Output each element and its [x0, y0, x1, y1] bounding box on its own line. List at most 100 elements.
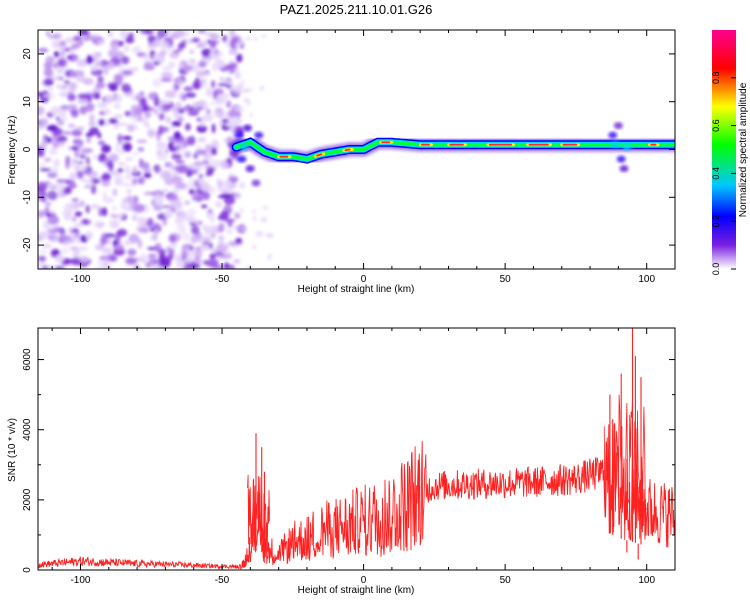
noise-blob	[114, 144, 121, 153]
noise-blob	[186, 136, 193, 144]
noise-blob	[210, 147, 217, 156]
noise-blob	[260, 216, 268, 223]
noise-blob	[164, 90, 177, 99]
noise-blob	[156, 141, 167, 150]
noise-blob	[218, 188, 228, 194]
noise-blob	[38, 210, 46, 218]
noise-blob	[217, 256, 228, 260]
noise-blob	[143, 64, 156, 71]
noise-blob	[127, 124, 134, 133]
ridge-blotch	[622, 143, 632, 151]
noise-blob	[58, 91, 71, 97]
noise-blob	[102, 191, 107, 199]
noise-blob	[214, 59, 226, 69]
noise-blob	[113, 103, 122, 109]
noise-blob	[79, 200, 85, 208]
spectrogram-marks	[38, 30, 675, 269]
ridge-blotch	[251, 179, 261, 187]
noise-blob	[175, 182, 186, 190]
noise-blob	[219, 76, 225, 82]
noise-blob	[233, 225, 242, 231]
noise-blob	[147, 92, 157, 100]
noise-blob	[240, 208, 244, 214]
noise-blob	[53, 140, 60, 148]
noise-blob	[59, 248, 70, 254]
noise-blob	[118, 149, 126, 154]
noise-blob	[234, 67, 239, 74]
noise-blob	[113, 73, 124, 82]
noise-blob	[73, 223, 85, 227]
noise-blob	[77, 93, 90, 100]
ridge-blotch	[254, 131, 264, 139]
noise-blob	[185, 123, 191, 131]
noise-blob	[242, 89, 249, 93]
noise-blob	[185, 38, 194, 44]
noise-blob	[108, 118, 118, 124]
noise-blob	[125, 175, 133, 180]
colorbar-label: Normalized spectral amplitude	[738, 82, 749, 217]
noise-blob	[125, 36, 135, 44]
y-tick-label: 6000	[22, 348, 33, 371]
noise-blob	[67, 93, 76, 102]
noise-blob	[209, 253, 216, 259]
noise-blob	[184, 92, 197, 98]
noise-blob	[38, 181, 48, 192]
ridge-blotch	[619, 165, 629, 173]
noise-blob	[113, 93, 123, 103]
noise-blob	[112, 244, 125, 251]
noise-blob	[97, 75, 104, 83]
ridge-blotch	[237, 155, 247, 163]
noise-blob	[74, 211, 83, 217]
noise-blob	[109, 84, 118, 92]
noise-blob	[55, 116, 60, 120]
noise-blob	[59, 117, 69, 121]
x-tick-label: 0	[361, 575, 367, 586]
noise-blob	[131, 46, 142, 54]
noise-blob	[51, 40, 62, 47]
noise-blob	[106, 237, 112, 245]
y-tick-label: 0	[22, 567, 33, 573]
noise-blob	[218, 222, 225, 233]
ridge-red	[344, 148, 351, 152]
x-tick-label: 0	[361, 274, 367, 285]
noise-blob	[69, 70, 77, 78]
noise-blob	[238, 38, 244, 45]
noise-blob	[206, 109, 211, 114]
noise-blob	[85, 56, 94, 65]
noise-blob	[196, 79, 206, 83]
x-tick-label: 50	[500, 575, 512, 586]
noise-blob	[192, 102, 201, 107]
noise-blob	[42, 117, 49, 127]
noise-blob	[165, 116, 171, 124]
noise-blob	[205, 87, 214, 94]
noise-blob	[197, 61, 207, 68]
noise-blob	[176, 206, 184, 212]
noise-blob	[177, 78, 184, 85]
noise-blob	[143, 167, 151, 175]
noise-blob	[102, 207, 108, 217]
noise-blob	[95, 82, 106, 89]
noise-blob	[154, 164, 161, 174]
noise-blob	[45, 30, 51, 37]
noise-blob	[174, 164, 186, 174]
noise-blob	[79, 154, 86, 159]
noise-blob	[228, 48, 238, 56]
noise-blob	[224, 38, 231, 47]
y-tick-label: 4000	[22, 418, 33, 441]
noise-blob	[193, 153, 199, 159]
noise-blob	[217, 83, 229, 87]
noise-blob	[195, 149, 207, 155]
noise-blob	[183, 243, 193, 249]
noise-blob	[85, 156, 91, 166]
noise-blob	[43, 67, 54, 78]
noise-blob	[85, 170, 98, 178]
noise-blob	[151, 234, 158, 241]
noise-blob	[139, 30, 152, 35]
noise-blob	[221, 118, 230, 124]
noise-blob	[189, 49, 194, 54]
noise-blob	[85, 102, 95, 112]
noise-blob	[113, 114, 124, 119]
noise-blob	[44, 157, 52, 162]
noise-blob	[207, 208, 213, 214]
noise-blob	[82, 77, 94, 86]
